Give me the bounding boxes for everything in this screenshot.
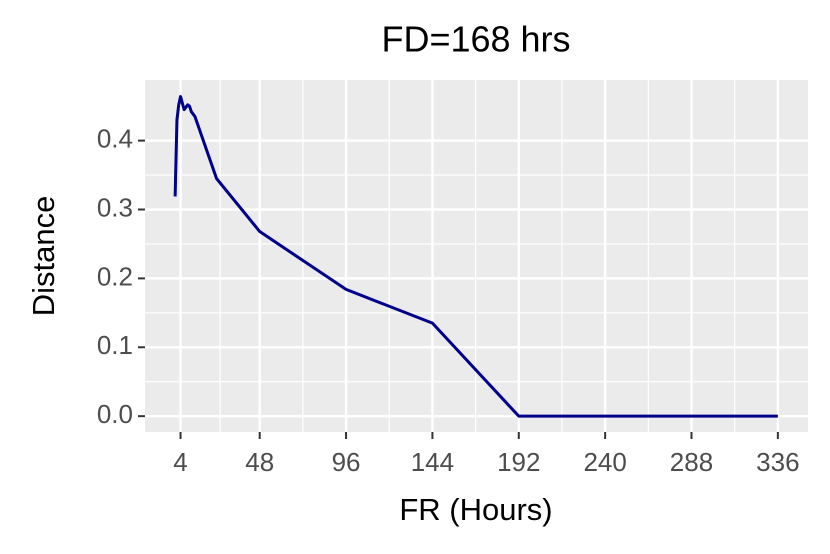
- x-tick-label: 192: [497, 447, 540, 477]
- y-tick-label: 0.1: [97, 330, 133, 360]
- x-tick-label: 288: [670, 447, 713, 477]
- x-tick-label: 48: [245, 447, 274, 477]
- y-tick-label: 0.3: [97, 192, 133, 222]
- y-axis-title: Distance: [26, 196, 61, 317]
- y-tick-label: 0.4: [97, 123, 133, 153]
- x-axis-title: FR (Hours): [399, 492, 552, 527]
- x-tick-label: 336: [756, 447, 799, 477]
- x-tick-label: 96: [332, 447, 361, 477]
- x-tick-label: 240: [583, 447, 626, 477]
- x-tick-label: 144: [411, 447, 454, 477]
- x-tick-label: 4: [173, 447, 187, 477]
- panel: [145, 80, 808, 432]
- y-tick-label: 0.2: [97, 261, 133, 291]
- chart-title: FD=168 hrs: [381, 19, 570, 60]
- y-tick-label: 0.0: [97, 399, 133, 429]
- data-line: [173, 95, 778, 418]
